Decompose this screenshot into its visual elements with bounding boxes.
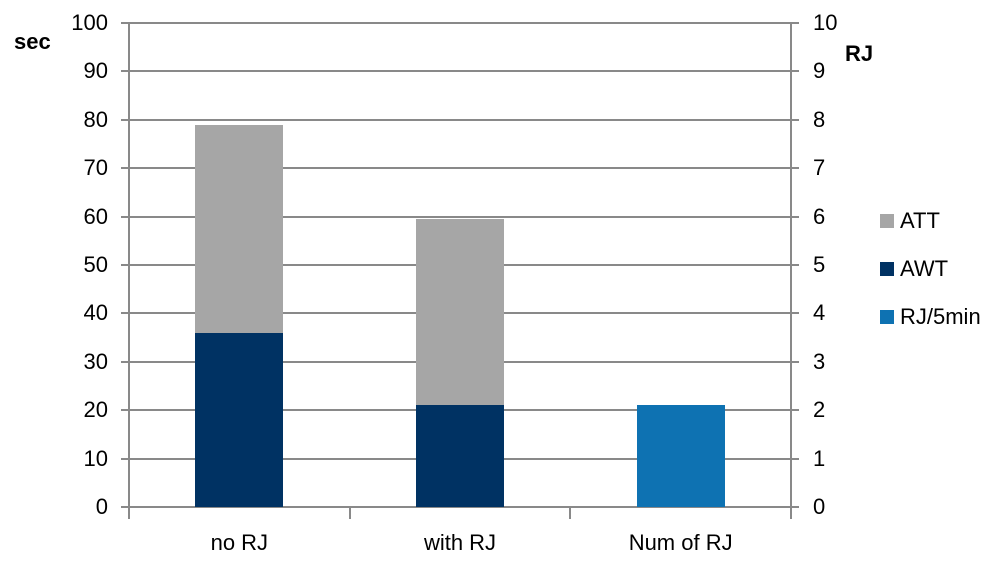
right-axis-tick-label: 6 [813,203,826,229]
right-axis-tick-label: 7 [813,155,826,181]
legend-item: ATT [880,209,940,233]
bar-segment-rj-5min [636,405,725,507]
left-axis-tick-label: 40 [83,300,108,326]
right-axis-tick-label: 5 [813,252,826,277]
bar-segment-awt [195,332,284,507]
left-axis-tick-label: 30 [83,348,108,374]
gridline [121,506,799,508]
category-boundary-tick [569,507,572,519]
legend-item: AWT [880,257,948,281]
left-axis-tick-label: 100 [71,10,108,35]
bar-segment-awt [416,405,504,507]
right-axis-tick-label: 4 [813,300,826,326]
legend-label: ATT [900,208,940,233]
left-axis-tick-label: 50 [83,252,108,277]
left-axis-tick-label: 20 [83,397,108,423]
category-label: with RJ [423,530,497,555]
right-axis-tick-label: 3 [813,348,826,374]
bar-segment-att [416,219,504,406]
gridline [121,118,799,121]
right-axis-tick-label: 9 [813,58,826,84]
bar-segment-att [195,124,284,333]
gridline [121,22,799,24]
right-axis-tick-label: 0 [813,494,826,519]
left-axis-line [128,23,130,519]
right-axis-title: RJ [845,41,874,66]
left-axis-tick-label: 60 [83,203,108,229]
right-axis-tick-label: 10 [813,10,838,35]
right-axis-tick-label: 2 [813,397,826,423]
legend-item: RJ/5min [880,305,981,329]
category-boundary-tick [348,507,351,519]
right-axis-tick-label: 1 [813,445,826,471]
legend-swatch-icon [880,262,894,276]
gridline [121,70,799,73]
left-axis-tick-label: 90 [83,58,108,84]
legend-swatch-icon [880,310,894,324]
gridline [121,215,799,218]
category-label: no RJ [210,530,269,555]
left-axis-tick-label: 10 [83,445,108,471]
left-axis-tick-label: 0 [95,494,108,519]
legend-label: AWT [900,256,949,281]
right-axis-line [790,23,792,519]
legend-label: RJ/5min [900,304,981,329]
left-axis-tick-label: 70 [83,155,108,181]
right-axis-tick-label: 8 [813,106,826,132]
left-axis-tick-label: 80 [83,106,108,132]
left-axis-title: sec [14,29,51,54]
gridline [121,167,799,170]
category-label: Num of RJ [628,530,733,555]
legend-swatch-icon [880,214,894,228]
